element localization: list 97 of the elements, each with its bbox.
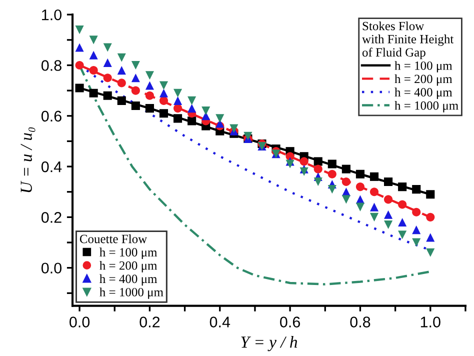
legend-label: h = 100 μm [394, 61, 452, 72]
point [426, 233, 435, 242]
legend-label: h = 100 μm [100, 248, 158, 260]
point [103, 43, 112, 52]
point [145, 91, 154, 100]
point [145, 104, 154, 113]
legend-label: h = 200 μm [100, 260, 158, 272]
point [384, 177, 393, 186]
point [131, 101, 140, 110]
x-tick-label: 1.0 [420, 316, 440, 328]
x-tick-label: 0.0 [70, 316, 90, 328]
point [159, 109, 168, 118]
point [412, 185, 421, 194]
point [117, 53, 126, 62]
point [384, 195, 393, 204]
x-tick-label: 0.2 [140, 316, 160, 328]
point [314, 164, 322, 174]
point [384, 210, 393, 219]
point [342, 195, 350, 204]
legend-label: h = 1000 μm [100, 288, 164, 299]
point [426, 190, 435, 199]
point [188, 96, 196, 105]
point [173, 88, 182, 98]
x-tick-label: 0.8 [350, 316, 370, 328]
point [426, 248, 435, 257]
y-tick-label: 0.0 [41, 262, 62, 274]
y-tick-label: 1.0 [42, 9, 62, 20]
point [188, 116, 196, 126]
point [216, 114, 224, 123]
point [75, 26, 84, 34]
point [75, 84, 84, 92]
point [300, 167, 308, 176]
point [300, 157, 308, 166]
point [188, 104, 196, 113]
point [398, 200, 407, 209]
point [370, 188, 379, 196]
point [398, 218, 407, 227]
x-tick-label: 0.4 [210, 316, 230, 328]
point [131, 86, 140, 95]
point [328, 185, 336, 194]
x-axis-title: Y = y / h [241, 336, 298, 352]
point [103, 74, 112, 82]
point [370, 212, 379, 222]
point [384, 220, 393, 230]
point [103, 91, 112, 100]
point [173, 114, 182, 123]
point [286, 160, 294, 168]
point [328, 160, 336, 168]
point [89, 50, 98, 60]
point [117, 96, 126, 105]
point [89, 36, 98, 44]
point [426, 212, 435, 222]
x-tick-label: 0.6 [280, 316, 300, 328]
point [117, 66, 126, 75]
text: Couette Flow [80, 234, 148, 244]
point [159, 88, 168, 98]
point [145, 71, 154, 80]
point [244, 132, 252, 140]
point [412, 226, 421, 234]
point [328, 170, 336, 178]
point [356, 202, 364, 212]
point [89, 88, 98, 98]
legend-label: h = 1000 μm [394, 100, 458, 112]
point [370, 202, 379, 212]
point [131, 74, 140, 82]
point [398, 230, 407, 240]
point [314, 157, 322, 166]
point [342, 177, 350, 186]
point [342, 164, 350, 174]
point [75, 60, 84, 70]
legend-label: h = 400 μm [100, 274, 158, 286]
point [117, 78, 126, 88]
point [356, 182, 364, 192]
point [398, 182, 407, 192]
y-axis-title: U = u / u₀ [20, 127, 36, 192]
y-tick-label: 0.2 [41, 212, 62, 223]
point [412, 208, 421, 216]
legend-label: h = 400 μm [394, 88, 452, 100]
y-tick-label: 0.6 [41, 110, 62, 122]
point [370, 172, 379, 181]
point [202, 106, 210, 116]
point [159, 96, 168, 105]
point [131, 60, 140, 70]
point [159, 81, 168, 90]
point [103, 58, 112, 67]
point [230, 124, 238, 133]
point [412, 238, 421, 247]
legend-label: h = 200 μm [394, 74, 452, 86]
point [145, 81, 154, 90]
point [314, 177, 322, 186]
point [173, 104, 182, 113]
point [75, 43, 84, 52]
point [173, 96, 182, 105]
y-tick-label: 0.4 [41, 161, 62, 172]
y-tick-label: 0.8 [41, 60, 62, 71]
point [356, 170, 364, 178]
point [89, 66, 98, 75]
